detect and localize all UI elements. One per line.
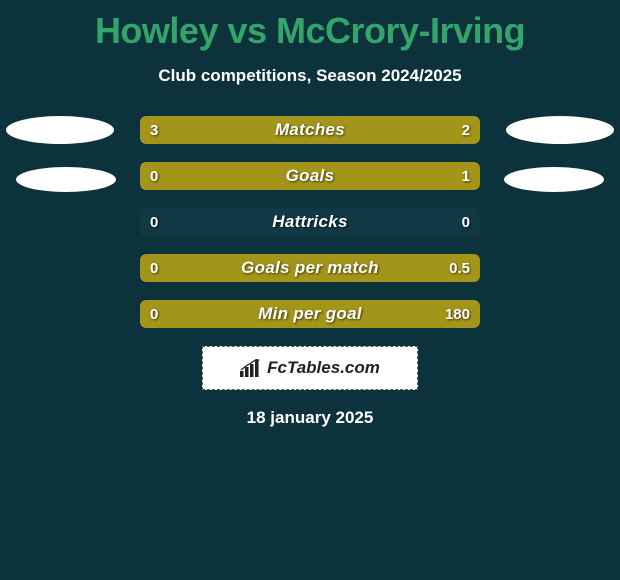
player-right-country-logo-placeholder xyxy=(504,167,604,192)
stat-row: 0180Min per goal xyxy=(140,300,480,328)
stat-label: Min per goal xyxy=(140,300,480,328)
player-left-club-logo-placeholder xyxy=(6,116,114,144)
brand-chart-icon xyxy=(240,359,262,377)
page-subtitle: Club competitions, Season 2024/2025 xyxy=(0,66,620,86)
stat-bars: 32Matches 01Goals 00Hattricks 00.5Goals per… xyxy=(140,116,480,328)
comparison-chart: 32Matches 01Goals 00Hattricks 00.5Goals per… xyxy=(0,116,620,428)
stat-label: Goals xyxy=(140,162,480,190)
stat-row: 00Hattricks xyxy=(140,208,480,236)
player-right-club-logo-placeholder xyxy=(506,116,614,144)
brand-text: FcTables.com xyxy=(267,358,380,378)
stat-label: Matches xyxy=(140,116,480,144)
stat-row: 01Goals xyxy=(140,162,480,190)
stat-label: Hattricks xyxy=(140,208,480,236)
date-text: 18 january 2025 xyxy=(0,408,620,428)
page-title: Howley vs McCrory-Irving xyxy=(0,0,620,52)
stat-label: Goals per match xyxy=(140,254,480,282)
stat-row: 32Matches xyxy=(140,116,480,144)
player-left-country-logo-placeholder xyxy=(16,167,116,192)
brand-box: FcTables.com xyxy=(202,346,418,390)
stat-row: 00.5Goals per match xyxy=(140,254,480,282)
